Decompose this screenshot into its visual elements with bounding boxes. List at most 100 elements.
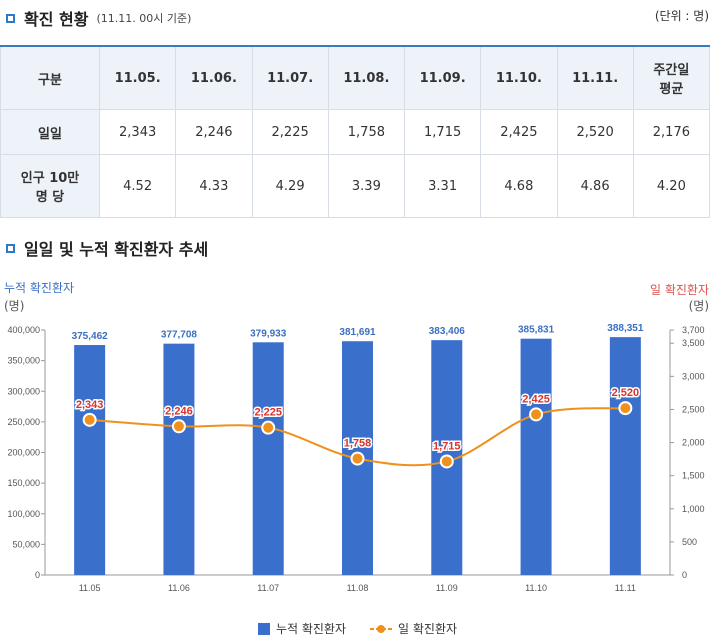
row-label-line2: 명 당 <box>35 190 65 205</box>
right-axis-tick-label: 0 <box>682 570 687 580</box>
bar-data-label: 381,691 <box>339 327 376 338</box>
bar-swatch-icon <box>257 622 270 635</box>
table-cell: 1,758 <box>327 109 406 155</box>
square-bullet-icon <box>6 243 15 253</box>
x-tick-label: 11.08 <box>347 583 369 593</box>
bar-data-label: 383,406 <box>429 326 466 337</box>
left-axis-tick-label: 300,000 <box>7 386 40 396</box>
header-date: 11.09. <box>403 45 482 110</box>
table-cell-average: 4.20 <box>632 154 711 218</box>
row-label-daily: 일일 <box>0 109 100 155</box>
x-tick-label: 11.07 <box>257 583 279 593</box>
right-axis-tick-label: 2,500 <box>682 404 705 414</box>
legend-label: 일 확진환자 <box>398 622 458 636</box>
line-point <box>82 412 97 427</box>
bar <box>520 338 552 575</box>
table-cell: 4.86 <box>556 154 634 218</box>
header-date: 11.06. <box>175 45 253 110</box>
header-date: 11.08. <box>327 45 406 110</box>
x-tick-label: 11.09 <box>436 583 458 593</box>
row-label-per100k: 인구 10만 명 당 <box>0 154 100 218</box>
table-header-row: 구분 11.05. 11.06. 11.07. 11.08. 11.09. 11… <box>0 45 711 110</box>
table-cell: 4.68 <box>480 154 558 218</box>
x-tick-label: 11.10 <box>525 583 547 593</box>
header-date: 11.10. <box>480 45 558 110</box>
right-axis-label: 일 확진환자 <box>649 283 709 297</box>
bar-data-label: 379,933 <box>250 328 287 339</box>
right-axis-unit: (명) <box>688 299 709 313</box>
line-data-label: 1,758 <box>344 438 372 450</box>
section-subtitle: (11.11. 00시 기준) <box>96 12 192 25</box>
left-axis-tick-label: 400,000 <box>7 325 40 335</box>
legend-item-daily: 일 확진환자 <box>370 620 457 637</box>
table-cell: 2,343 <box>98 109 177 155</box>
line-point <box>618 401 633 416</box>
line-data-label: 1,715 <box>433 440 461 452</box>
bar-data-label: 377,708 <box>161 330 198 341</box>
bar <box>74 345 106 575</box>
bar <box>609 337 641 575</box>
right-axis-tick-label: 1,000 <box>682 504 705 514</box>
left-axis-tick-label: 150,000 <box>7 478 40 488</box>
bar-data-label: 375,462 <box>72 331 109 342</box>
section-title-text: 확진 현황 <box>24 10 89 29</box>
left-axis-label: 누적 확진환자 <box>4 281 75 295</box>
line-data-label: 2,246 <box>165 405 193 417</box>
row-label-line1: 인구 10만 <box>20 171 80 186</box>
table-cell: 3.39 <box>327 154 406 218</box>
bar <box>252 342 284 575</box>
chart-legend: 누적 확진환자 일 확진환자 <box>0 620 715 637</box>
table-cell: 4.33 <box>175 154 253 218</box>
left-axis-tick-label: 0 <box>35 570 40 580</box>
table-cell: 2,225 <box>251 109 329 155</box>
line-data-label: 2,343 <box>76 399 104 411</box>
bar-data-label: 385,831 <box>518 325 555 336</box>
header-weekly-average: 주간일 평균 <box>632 45 711 110</box>
section-title-trend: 일일 및 누적 확진환자 추세 <box>6 236 208 260</box>
table-cell-average: 2,176 <box>632 109 711 155</box>
legend-item-cumulative: 누적 확진환자 <box>257 620 347 637</box>
square-bullet-icon <box>6 13 15 23</box>
header-category: 구분 <box>0 45 100 110</box>
section-title-status: 확진 현황 (11.11. 00시 기준) <box>6 6 191 30</box>
right-axis-tick-label: 1,500 <box>682 471 705 481</box>
table-cell: 3.31 <box>403 154 482 218</box>
table-cell: 2,425 <box>480 109 558 155</box>
line-point <box>171 419 186 434</box>
right-axis-tick-label: 3,500 <box>682 338 705 348</box>
line-point <box>439 454 454 469</box>
legend-label: 누적 확진환자 <box>275 622 347 636</box>
x-tick-label: 11.11 <box>615 583 636 593</box>
table-cell: 4.52 <box>98 154 177 218</box>
combo-chart: 0 50,000 100,000 150,000 200,000 250,000 300,0… <box>7 323 705 593</box>
header-avg-line1: 주간일 <box>653 63 690 78</box>
table-cell: 2,246 <box>175 109 253 155</box>
left-axis-unit: (명) <box>4 299 25 313</box>
left-axis-tick-label: 250,000 <box>7 417 40 427</box>
line-marker-swatch-icon <box>370 624 393 633</box>
table-cell: 4.29 <box>251 154 329 218</box>
line-point <box>529 407 544 422</box>
line-data-label: 2,425 <box>522 393 550 405</box>
table-row-daily: 일일 2,343 2,246 2,225 1,758 1,715 2,425 2… <box>0 109 711 155</box>
header-date: 11.07. <box>251 45 329 110</box>
line-data-label: 2,225 <box>254 407 282 419</box>
stats-table: 구분 11.05. 11.06. 11.07. 11.08. 11.09. 11… <box>0 45 711 218</box>
unit-label: (단위 : 명) <box>654 9 709 23</box>
bar <box>163 343 195 575</box>
table-row-per100k: 인구 10만 명 당 4.52 4.33 4.29 3.39 3.31 4.68… <box>0 154 711 218</box>
right-axis-tick-label: 3,000 <box>682 371 705 381</box>
bar-data-label: 388,351 <box>607 323 644 334</box>
x-tick-label: 11.06 <box>168 583 190 593</box>
left-axis-tick-label: 200,000 <box>7 448 40 458</box>
line-point <box>261 420 276 435</box>
header-date: 11.05. <box>98 45 177 110</box>
right-axis-tick-label: 3,700 <box>682 325 705 335</box>
line-point <box>350 451 365 466</box>
right-axis-tick-label: 2,000 <box>682 438 705 448</box>
right-axis-tick-label: 500 <box>682 537 697 547</box>
left-axis-tick-label: 100,000 <box>7 509 40 519</box>
x-tick-label: 11.05 <box>79 583 101 593</box>
line-data-label: 2,520 <box>612 387 640 399</box>
header-date: 11.11. <box>556 45 634 110</box>
